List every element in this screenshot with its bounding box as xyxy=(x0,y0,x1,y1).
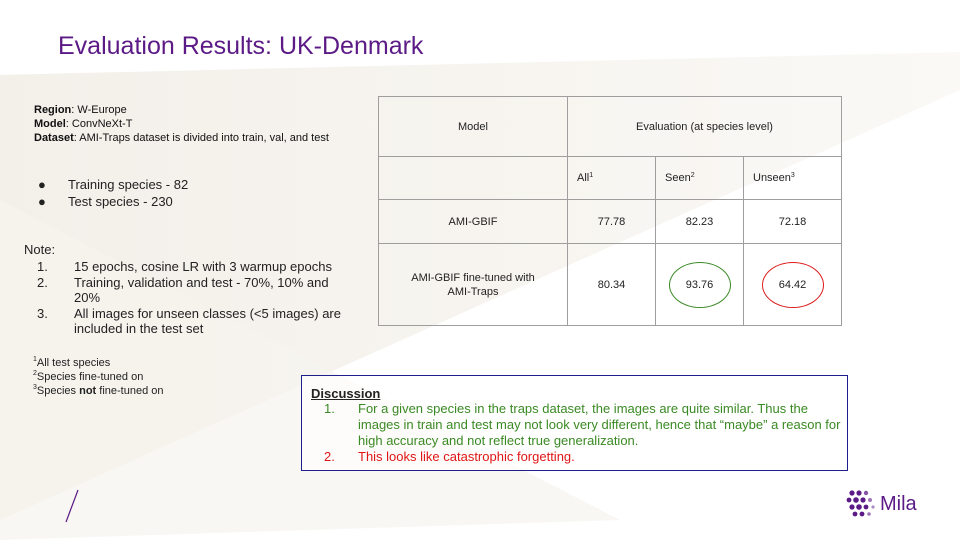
discussion-box: Discussion 1. For a given species in the … xyxy=(301,375,848,471)
list-item: 1. For a given species in the traps datas… xyxy=(324,401,841,448)
model-line: Model: ConvNeXt-T xyxy=(34,118,133,130)
footnote: 2Species fine-tuned on xyxy=(33,370,144,383)
list-item: 2. Training, validation and test - 70%, 1… xyxy=(37,275,329,305)
list-item: 2. This looks like catastrophic forgettin… xyxy=(324,449,575,464)
region-line: Region: W-Europe xyxy=(34,104,127,116)
mila-logo: Mila xyxy=(846,489,917,519)
header-model: Model xyxy=(378,96,568,157)
list-item: ● Training species - 82 xyxy=(38,177,189,192)
unseen-cell: 64.42 xyxy=(743,243,842,326)
list-item: 3. All images for unseen classes (<5 imag… xyxy=(37,306,341,336)
results-table: Model Evaluation (at species level) All1… xyxy=(378,96,842,326)
all-cell: 77.78 xyxy=(567,199,656,244)
seen-cell: 93.76 xyxy=(655,243,744,326)
seen-cell: 82.23 xyxy=(655,199,744,244)
subheader-seen: Seen2 xyxy=(655,156,744,200)
bullet-icon: ● xyxy=(38,194,46,209)
bullet-icon: ● xyxy=(38,177,46,192)
model-cell: AMI-GBIF xyxy=(378,199,568,244)
note-heading: Note: xyxy=(24,242,56,257)
unseen-cell: 72.18 xyxy=(743,199,842,244)
logo-text: Mila xyxy=(880,492,917,515)
table-row: AMI-GBIF 77.78 82.23 72.18 xyxy=(378,199,842,244)
list-item: ● Test species - 230 xyxy=(38,194,173,209)
subheader-all: All1 xyxy=(567,156,656,200)
footnotes: 1All test species 2Species fine-tuned on… xyxy=(33,356,164,398)
header-evaluation: Evaluation (at species level) xyxy=(567,96,842,157)
model-cell: AMI-GBIF fine-tuned with AMI-Traps xyxy=(378,243,568,326)
note-block: Note: 1. 15 epochs, cosine LR with 3 warm… xyxy=(24,241,354,336)
mila-dots-icon xyxy=(846,490,875,517)
table-subheader-row: All1 Seen2 Unseen3 xyxy=(378,156,842,200)
seen-highlight-circle: 93.76 xyxy=(668,261,731,308)
meta-info: Region: W-Europe Model: ConvNeXt-T Datas… xyxy=(34,103,329,145)
slide-title: Evaluation Results: UK-Denmark xyxy=(58,32,424,60)
table-header-row: Model Evaluation (at species level) xyxy=(378,96,842,157)
empty-cell xyxy=(378,156,568,200)
decorative-slash xyxy=(65,489,79,523)
footnote: 1All test species xyxy=(33,356,111,369)
table-row: AMI-GBIF fine-tuned with AMI-Traps 80.34… xyxy=(378,243,842,326)
all-cell: 80.34 xyxy=(567,243,656,326)
unseen-highlight-circle: 64.42 xyxy=(761,261,824,308)
list-item: 1. 15 epochs, cosine LR with 3 warmup epo… xyxy=(37,259,332,274)
footnote: 3Species not fine-tuned on xyxy=(33,384,164,397)
subheader-unseen: Unseen3 xyxy=(743,156,842,200)
species-list: ● Training species - 82 ● Test species -… xyxy=(38,176,188,210)
discussion-title: Discussion xyxy=(311,386,381,401)
dataset-line: Dataset: AMI-Traps dataset is divided in… xyxy=(34,132,329,144)
